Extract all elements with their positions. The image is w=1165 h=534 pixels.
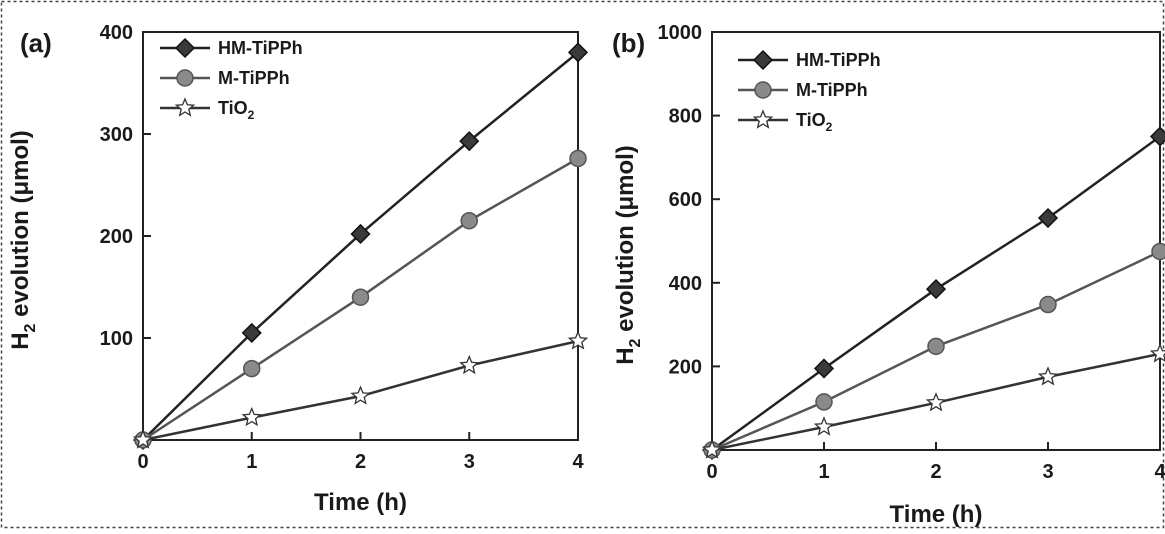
data-point bbox=[567, 330, 589, 350]
x-tick-label: 1 bbox=[246, 451, 257, 473]
legend-label-base: M-TiPPh bbox=[218, 68, 290, 88]
data-point bbox=[351, 288, 370, 306]
data-point bbox=[569, 149, 587, 168]
data-point bbox=[813, 358, 835, 379]
legend-label: TiO2 bbox=[218, 98, 255, 122]
panel-label: (a) bbox=[20, 28, 52, 58]
x-tick-label: 0 bbox=[137, 451, 148, 473]
data-point bbox=[1151, 242, 1165, 261]
data-point bbox=[241, 322, 262, 343]
legend-label: HM-TiPPh bbox=[218, 38, 303, 58]
series-tio2 bbox=[132, 330, 589, 449]
legend-label: M-TiPPh bbox=[796, 80, 868, 100]
y-tick-label: 100 bbox=[100, 328, 133, 350]
plot-frame bbox=[711, 31, 1161, 451]
legend-label-base: HM-TiPPh bbox=[796, 50, 881, 70]
x-tick-label: 3 bbox=[464, 451, 475, 473]
legend-marker bbox=[176, 69, 194, 87]
y-axis-label-prefix: H bbox=[7, 332, 34, 349]
y-axis-label-prefix: H bbox=[612, 347, 639, 364]
legend: HM-TiPPh M-TiPPh TiO2 bbox=[738, 49, 881, 134]
x-tick-label: 1 bbox=[818, 461, 829, 483]
x-tick-label: 2 bbox=[355, 451, 366, 473]
data-point bbox=[927, 337, 945, 356]
legend-label-subscript: 2 bbox=[248, 108, 255, 122]
data-point bbox=[350, 385, 371, 405]
panel-label: (b) bbox=[612, 28, 645, 58]
x-axis-label: Time (h) bbox=[890, 501, 983, 528]
data-point bbox=[459, 354, 480, 375]
y-tick-label: 1000 bbox=[658, 22, 703, 44]
y-tick-label: 600 bbox=[669, 189, 702, 211]
data-point bbox=[460, 211, 478, 230]
data-point bbox=[459, 131, 480, 152]
y-axis-label: H2 evolution (μmol) bbox=[612, 145, 644, 365]
data-point bbox=[241, 406, 262, 427]
data-point bbox=[567, 42, 589, 63]
legend-marker bbox=[752, 109, 774, 129]
legend-marker bbox=[754, 81, 772, 99]
data-point bbox=[243, 359, 261, 378]
y-axis-label: H2 evolution (μmol) bbox=[7, 130, 39, 350]
y-tick-label: 400 bbox=[669, 273, 702, 295]
series-line bbox=[142, 51, 579, 441]
x-tick-label: 4 bbox=[1154, 461, 1165, 483]
legend-label-base: TiO bbox=[796, 110, 826, 130]
series-m-tipph bbox=[134, 149, 587, 449]
x-tick-label: 4 bbox=[572, 451, 584, 473]
series-hm-tipph bbox=[701, 126, 1165, 461]
y-axis-label-suffix: evolution (μmol) bbox=[612, 145, 639, 338]
data-point bbox=[1037, 366, 1059, 386]
legend-label-base: TiO bbox=[218, 98, 248, 118]
x-tick-label: 2 bbox=[930, 461, 941, 483]
data-point bbox=[1039, 295, 1057, 314]
legend-label: M-TiPPh bbox=[218, 68, 290, 88]
data-point bbox=[701, 439, 723, 459]
data-point bbox=[350, 223, 371, 245]
legend-label-base: M-TiPPh bbox=[796, 80, 868, 100]
x-tick-label: 3 bbox=[1042, 461, 1053, 483]
data-point bbox=[1037, 207, 1059, 229]
legend-marker bbox=[174, 37, 196, 59]
data-point bbox=[925, 279, 947, 300]
data-point bbox=[925, 392, 947, 412]
data-point bbox=[1149, 343, 1165, 363]
data-point bbox=[813, 416, 835, 436]
legend-marker bbox=[174, 97, 196, 117]
legend-label-base: HM-TiPPh bbox=[218, 38, 303, 58]
y-tick-label: 300 bbox=[100, 124, 133, 146]
legend: HM-TiPPh M-TiPPh TiO2 bbox=[160, 37, 303, 122]
data-point bbox=[1149, 126, 1165, 147]
data-point bbox=[132, 429, 154, 449]
series-tio2 bbox=[701, 343, 1165, 459]
x-tick-label: 0 bbox=[706, 461, 717, 483]
legend-label: HM-TiPPh bbox=[796, 50, 881, 70]
data-point bbox=[815, 393, 833, 411]
y-axis-label-subscript: 2 bbox=[627, 338, 644, 347]
y-tick-label: 400 bbox=[100, 22, 133, 44]
x-axis-label: Time (h) bbox=[314, 489, 407, 516]
legend-label: TiO2 bbox=[796, 110, 833, 134]
y-axis-label-suffix: evolution (μmol) bbox=[7, 130, 34, 323]
y-axis-label-subscript: 2 bbox=[22, 323, 39, 332]
y-tick-label: 200 bbox=[669, 356, 702, 378]
y-tick-label: 800 bbox=[669, 106, 702, 128]
series-m-tipph bbox=[703, 242, 1165, 459]
legend-marker bbox=[752, 49, 774, 71]
legend-label-subscript: 2 bbox=[826, 120, 833, 134]
y-tick-label: 200 bbox=[100, 226, 133, 248]
